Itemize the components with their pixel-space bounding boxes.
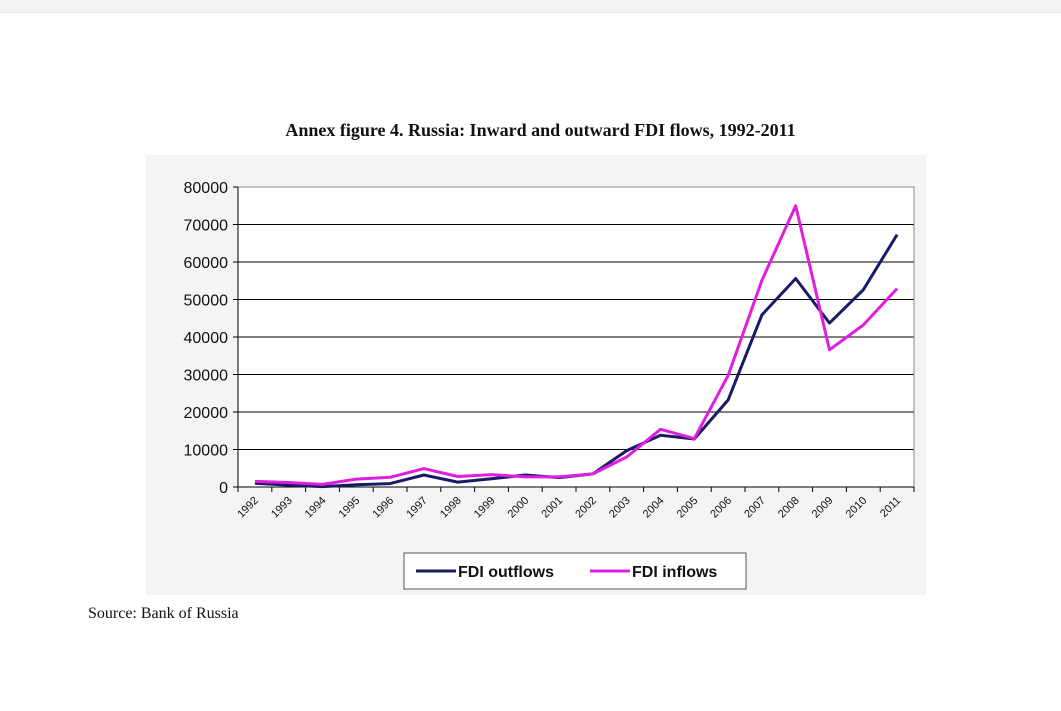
x-tick-label: 2007 [742,495,768,521]
x-tick-label: 1996 [370,495,396,521]
x-tick-label: 1993 [269,495,295,521]
y-tick-label: 20000 [184,405,229,422]
x-tick-label: 2001 [539,495,565,521]
x-tick-label: 1997 [404,495,430,521]
x-tick-label: 2008 [776,495,802,521]
legend-box [403,552,747,590]
x-tick-label: 2010 [844,495,870,521]
chart-title: Annex figure 4. Russia: Inward and outwa… [285,120,796,140]
fdi-line-chart: 0 10000 20000 30000 40000 50000 60000 70000 8000… [184,180,915,590]
legend-label-inflows: FDI inflows [632,564,717,581]
x-tick-label: 2005 [675,495,701,521]
x-tick-label: 1992 [235,495,261,521]
x-tick-label: 2006 [708,495,734,521]
x-tick-label: 2009 [810,495,836,521]
x-tick-label: 1998 [438,495,464,521]
y-tick-label: 50000 [184,293,229,310]
y-tick-label: 0 [219,480,228,497]
y-tick-label: 10000 [184,443,229,460]
source-note: Source: Bank of Russia [88,605,239,622]
x-tick-label: 2011 [878,495,903,520]
legend-label-outflows: FDI outflows [458,564,554,581]
x-tick-label: 2002 [573,495,599,521]
series-line-inflows [254,204,899,486]
x-tick-label: 2004 [641,495,667,521]
x-tick-label: 1994 [303,495,329,521]
x-tick-label: 2003 [607,495,633,521]
y-tick-label: 30000 [184,368,229,385]
x-tick-label: 1999 [472,495,498,521]
x-tick-label: 2000 [506,495,532,521]
legend: FDI outflows FDI inflows [403,552,747,590]
top-strip [0,0,1061,13]
y-tick-label: 40000 [184,330,229,347]
x-tick-label: 1995 [337,495,363,521]
y-tick-label: 60000 [184,255,229,272]
y-tick-label: 70000 [184,218,229,235]
y-tick-label: 80000 [184,180,229,197]
chart-panel: 0 10000 20000 30000 40000 50000 60000 70000 8000… [146,155,926,595]
